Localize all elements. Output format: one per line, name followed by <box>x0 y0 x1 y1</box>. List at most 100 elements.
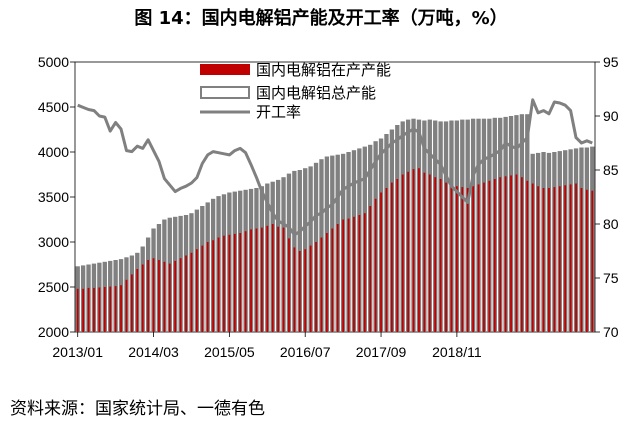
active-capacity-bar <box>461 187 464 332</box>
active-capacity-bar <box>255 228 258 332</box>
active-capacity-bar <box>109 286 112 332</box>
active-capacity-bar <box>499 177 502 332</box>
active-capacity-bar <box>152 258 155 332</box>
active-capacity-bar <box>374 198 377 332</box>
active-capacity-bar <box>206 242 209 332</box>
active-capacity-bar <box>103 287 106 332</box>
right-axis-tick-label: 80 <box>603 216 619 232</box>
active-capacity-bar <box>147 260 150 332</box>
active-capacity-bar <box>158 260 160 332</box>
legend-label-active-capacity: 国内电解铝在产产能 <box>256 61 391 79</box>
active-capacity-bar <box>510 175 512 332</box>
left-axis: 2000 2500 3000 3500 4000 4500 5000 <box>38 54 75 340</box>
active-capacity-bar <box>418 168 420 332</box>
active-capacity-bar <box>347 218 350 332</box>
left-axis-tick-label: 4000 <box>38 144 69 160</box>
active-capacity-bar <box>282 227 285 332</box>
active-capacity-bar <box>515 174 518 332</box>
active-capacity-bar <box>266 225 269 332</box>
active-capacity-bar <box>244 231 247 332</box>
x-axis-tick-label: 2018/11 <box>432 344 482 360</box>
active-capacity-bar <box>315 242 317 332</box>
active-capacity-bar <box>558 186 561 332</box>
x-axis-tick-label: 2015/05 <box>204 344 255 360</box>
right-axis-tick-label: 90 <box>603 108 619 124</box>
right-axis: 70 75 80 85 90 95 <box>595 54 619 340</box>
right-axis-tick-label: 85 <box>603 162 619 178</box>
active-capacity-bar <box>120 285 122 332</box>
active-capacity-bar <box>493 179 496 332</box>
active-capacity-bar <box>331 228 334 332</box>
active-capacity-bar <box>141 264 144 332</box>
active-capacity-bar <box>531 183 534 332</box>
active-capacity-bars <box>76 168 594 332</box>
active-capacity-bar <box>298 251 301 332</box>
active-capacity-bar <box>575 183 577 332</box>
right-axis-tick-label: 75 <box>603 270 619 286</box>
active-capacity-bar <box>504 176 507 332</box>
active-capacity-bar <box>320 237 323 332</box>
left-axis-tick-label: 5000 <box>38 54 69 70</box>
active-capacity-bar <box>537 186 540 332</box>
active-capacity-bar <box>358 215 361 332</box>
left-axis-tick-label: 2500 <box>38 279 69 295</box>
active-capacity-bar <box>93 287 95 332</box>
active-capacity-bar <box>564 185 567 332</box>
active-capacity-bar <box>423 172 426 332</box>
active-capacity-bar <box>477 184 480 332</box>
active-capacity-bar <box>591 190 594 332</box>
active-capacity-bar <box>412 169 415 332</box>
legend-swatch-active-capacity <box>200 64 250 75</box>
active-capacity-bar <box>309 245 312 332</box>
active-capacity-bar <box>553 187 556 332</box>
active-capacity-bar <box>217 237 220 332</box>
active-capacity-bar <box>342 219 345 332</box>
active-capacity-bar <box>455 186 458 332</box>
active-capacity-bar <box>174 260 177 332</box>
active-capacity-bar <box>114 286 117 332</box>
active-capacity-bar <box>580 188 583 332</box>
legend: 国内电解铝在产产能 国内电解铝总产能 开工率 <box>200 61 391 121</box>
active-capacity-bar <box>520 177 523 332</box>
left-axis-tick-label: 3000 <box>38 234 69 250</box>
active-capacity-bar <box>87 287 90 332</box>
right-axis-tick-label: 70 <box>603 324 619 340</box>
x-axis-tick-label: 2013/01 <box>52 344 103 360</box>
active-capacity-bar <box>325 233 328 332</box>
active-capacity-bar <box>363 213 366 332</box>
active-capacity-bar <box>136 269 139 332</box>
active-capacity-bar <box>407 171 410 332</box>
active-capacity-bar <box>239 233 242 332</box>
active-capacity-bar <box>472 186 475 332</box>
left-axis-tick-label: 4500 <box>38 99 69 115</box>
active-capacity-bar <box>401 174 404 332</box>
active-capacity-bar <box>548 188 550 332</box>
utilization-rate-line <box>77 98 593 237</box>
active-capacity-bar <box>190 252 193 332</box>
left-axis-tick-label: 3500 <box>38 189 69 205</box>
x-axis-tick-label: 2014/03 <box>128 344 179 360</box>
right-axis-tick-label: 95 <box>603 54 619 70</box>
legend-label-total-capacity: 国内电解铝总产能 <box>256 84 376 102</box>
active-capacity-bar <box>434 177 437 332</box>
active-capacity-bar <box>288 238 290 332</box>
active-capacity-bar <box>439 179 442 332</box>
active-capacity-bar <box>163 261 166 332</box>
active-capacity-bar <box>336 224 339 332</box>
left-axis-tick-label: 2000 <box>38 324 69 340</box>
active-capacity-bar <box>233 233 236 332</box>
active-capacity-bar <box>293 247 296 332</box>
active-capacity-bar <box>390 182 393 332</box>
active-capacity-bar <box>250 229 252 332</box>
active-capacity-bar <box>260 227 263 332</box>
active-capacity-bar <box>228 234 231 332</box>
active-capacity-bar <box>98 287 101 332</box>
legend-label-utilization-rate: 开工率 <box>256 103 301 121</box>
legend-swatch-total-capacity <box>200 86 250 99</box>
active-capacity-bar <box>428 174 431 332</box>
active-capacity-bar <box>542 188 545 332</box>
active-capacity-bar <box>82 288 85 332</box>
active-capacity-bar <box>195 249 198 332</box>
x-axis-tick-label: 2017/09 <box>356 344 407 360</box>
active-capacity-bar <box>271 224 274 332</box>
